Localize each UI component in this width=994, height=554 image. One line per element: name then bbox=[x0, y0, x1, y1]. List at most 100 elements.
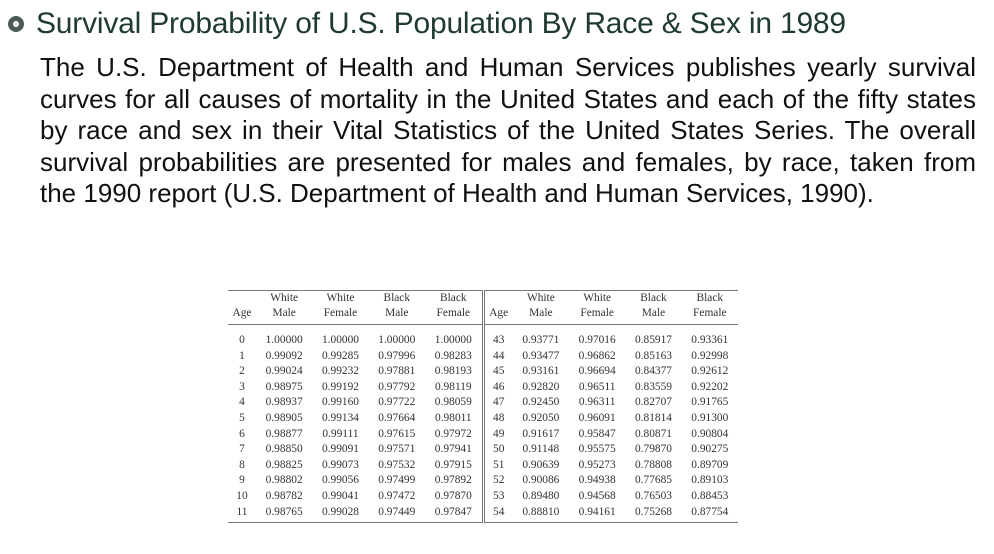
table-cell: 0.96311 bbox=[578, 396, 616, 409]
table-body: 0 1.00000 1.00000 1.00000 1.00000 43 0.93771 0.… bbox=[228, 324, 738, 524]
table-cell: 0.90804 bbox=[691, 427, 729, 440]
header-top-cell: White bbox=[256, 290, 313, 306]
table-cell: 0.91765 bbox=[691, 396, 729, 409]
table-cell: 0.89103 bbox=[691, 474, 729, 487]
table-cell: 0.97472 bbox=[378, 489, 416, 502]
table-cell: 0.76503 bbox=[634, 489, 672, 502]
table-cell: 0.80871 bbox=[634, 427, 672, 440]
table-cell: 1 bbox=[239, 349, 245, 362]
table-row: 6 0.98877 0.99111 0.97615 0.97972 49 0.91617 0.… bbox=[228, 426, 738, 443]
table-cell: 0.97915 bbox=[424, 457, 485, 474]
table-cell: 0.99056 bbox=[321, 474, 359, 487]
table-cell: 0.98877 bbox=[265, 427, 303, 440]
table-cell: 0.97016 bbox=[578, 334, 616, 346]
table-cell: 43 bbox=[493, 334, 505, 346]
table-cell: 0.97449 bbox=[368, 504, 425, 524]
table-cell: 0.97881 bbox=[378, 365, 416, 378]
table-cell: 0.96694 bbox=[578, 365, 616, 378]
table-cell: 0.79870 bbox=[634, 443, 672, 456]
table-cell: 0.92450 bbox=[522, 396, 560, 409]
table-cell: 3 bbox=[239, 380, 245, 393]
table-cell: 0.99041 bbox=[321, 489, 359, 502]
table-cell: 0.96862 bbox=[578, 349, 616, 362]
table-cell: 0.97941 bbox=[424, 442, 485, 458]
table-cell: 0.98283 bbox=[424, 348, 485, 365]
table-row: 5 0.98905 0.99134 0.97664 0.98011 48 0.92050 0.… bbox=[228, 410, 738, 427]
table-row: 10 0.98782 0.99041 0.97472 0.97870 53 0.89480 0… bbox=[228, 488, 738, 505]
table-cell: 0.94938 bbox=[578, 474, 616, 487]
table-cell: 0.99111 bbox=[322, 427, 359, 440]
intro-paragraph: The U.S. Department of Health and Human … bbox=[40, 52, 976, 208]
table-row: 4 0.98937 0.99160 0.97722 0.98059 47 0.92450 0.… bbox=[228, 395, 738, 411]
table-cell: 0.78808 bbox=[634, 458, 672, 471]
table-cell: 5 bbox=[239, 411, 245, 424]
table-cell: 0.99028 bbox=[312, 504, 369, 524]
table-cell: 0.81814 bbox=[634, 411, 672, 424]
table-cell: 2 bbox=[239, 365, 245, 378]
table-cell: 11 bbox=[228, 504, 256, 524]
table-cell: 0.93161 bbox=[522, 365, 560, 378]
table-cell: 0.97847 bbox=[424, 504, 485, 524]
table-cell: 0.97532 bbox=[378, 458, 416, 471]
table-cell: 0.93361 bbox=[691, 334, 729, 346]
table-cell: 0.92050 bbox=[522, 411, 560, 424]
header-bottom-cell: Male bbox=[256, 306, 313, 325]
table-cell: 0.94568 bbox=[578, 489, 616, 502]
table-cell: 1.00000 bbox=[424, 324, 485, 349]
header-bottom-cell: Male bbox=[368, 306, 425, 325]
table-cell: 0.97996 bbox=[378, 349, 416, 362]
table-row: 2 0.99024 0.99232 0.97881 0.98193 45 0.93161 0.… bbox=[228, 364, 738, 380]
header-top-cell: Black bbox=[424, 290, 485, 306]
table-cell: 0.96091 bbox=[578, 411, 616, 424]
table-cell: 0.99073 bbox=[321, 458, 359, 471]
table-cell: 48 bbox=[493, 411, 505, 424]
table-cell: 0.95575 bbox=[578, 443, 616, 456]
table-cell: 0.77685 bbox=[634, 474, 672, 487]
header-bottom-cell: Female bbox=[681, 306, 738, 325]
header-top-cell: Black bbox=[368, 290, 425, 306]
table-cell: 0.92820 bbox=[522, 380, 560, 393]
table-cell: 0.98825 bbox=[265, 458, 303, 471]
table-cell: 0.97499 bbox=[378, 474, 416, 487]
table-cell: 0.90086 bbox=[522, 474, 560, 487]
table-cell: 0.98975 bbox=[265, 380, 303, 393]
table-cell: 49 bbox=[493, 427, 505, 440]
table-cell: 9 bbox=[239, 474, 245, 487]
table-cell: 0.91300 bbox=[691, 411, 729, 424]
table-row: 9 0.98802 0.99056 0.97499 0.97892 52 0.90086 0.… bbox=[228, 473, 738, 489]
table-cell: 8 bbox=[239, 458, 245, 471]
table-cell: 0.98802 bbox=[265, 474, 303, 487]
table-cell: 54 bbox=[483, 504, 513, 524]
table-cell: 0 bbox=[239, 334, 245, 346]
table-cell: 0.98059 bbox=[424, 395, 485, 411]
table-cell: 0.83559 bbox=[634, 380, 672, 393]
table-cell: 44 bbox=[493, 349, 505, 362]
table-cell: 0.82707 bbox=[634, 396, 672, 409]
table-cell: 0.75268 bbox=[625, 504, 682, 524]
table-cell: 0.99134 bbox=[321, 411, 359, 424]
table-cell: 0.99160 bbox=[321, 396, 359, 409]
header-bottom-cell: Male bbox=[512, 306, 570, 325]
slide-title: Survival Probability of U.S. Population … bbox=[36, 7, 846, 40]
header-top-cell: White bbox=[569, 290, 626, 306]
table-cell: 0.88453 bbox=[691, 489, 729, 502]
table-cell: 0.92612 bbox=[691, 365, 729, 378]
table-row: 11 0.98765 0.99028 0.97449 0.97847 54 0.88810 0… bbox=[228, 504, 738, 524]
table-cell: 0.98905 bbox=[265, 411, 303, 424]
table-cell: 0.93477 bbox=[522, 349, 560, 362]
table-row: 3 0.98975 0.99192 0.97792 0.98119 46 0.92820 0.… bbox=[228, 379, 738, 396]
table-cell: 10 bbox=[236, 489, 248, 502]
header-top-cell: White bbox=[512, 290, 570, 306]
table-cell: 51 bbox=[493, 458, 505, 471]
table-cell: 0.97615 bbox=[378, 427, 416, 440]
header-bottom-cell: Female bbox=[424, 306, 485, 325]
table-cell: 0.97571 bbox=[378, 443, 416, 456]
table-cell: 0.99091 bbox=[321, 443, 359, 456]
table-header-row-bottom: Age Male Female Male Female Age Male Fem… bbox=[228, 306, 738, 325]
table-cell: 50 bbox=[493, 443, 505, 456]
header-top-cell bbox=[483, 290, 513, 306]
table-cell: 1.00000 bbox=[265, 334, 303, 346]
table-cell: 45 bbox=[493, 365, 505, 378]
table-cell: 0.98011 bbox=[424, 410, 485, 427]
table-cell: 6 bbox=[239, 427, 245, 440]
